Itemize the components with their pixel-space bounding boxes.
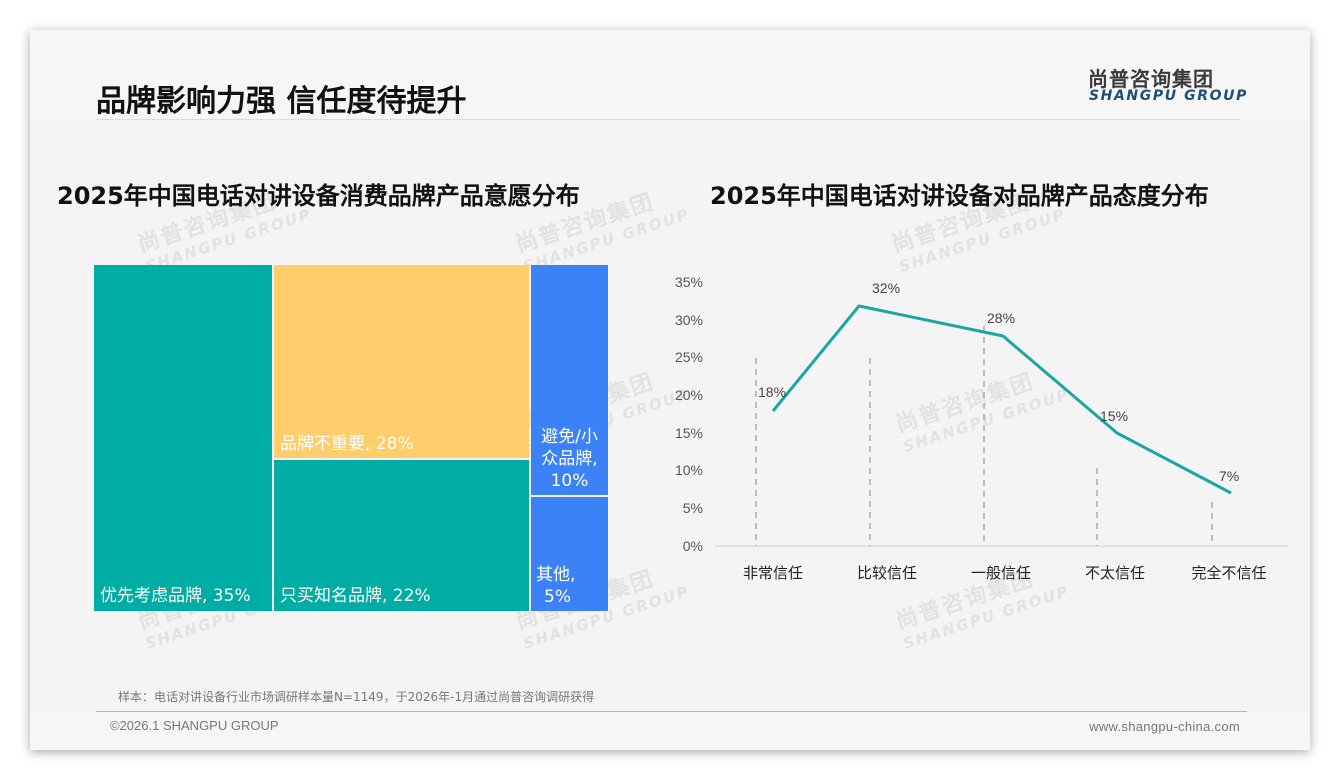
y-axis: 35% 30% 25% 20% 15% 10% 5% 0%	[675, 274, 703, 554]
tile-famous-only: 只买知名品牌, 22%	[274, 460, 529, 611]
svg-text:32%: 32%	[872, 280, 900, 296]
tile-brand-unimportant: 品牌不重要, 28%	[274, 265, 529, 458]
treemap-chart: 优先考虑品牌, 35% 品牌不重要, 28% 只买知名品牌, 22% 避免/小 …	[94, 265, 608, 611]
tile-label: 品牌不重要, 28%	[280, 434, 414, 454]
footer-divider	[96, 711, 1247, 712]
header-band	[30, 30, 1310, 120]
page-title: 品牌影响力强 信任度待提升	[96, 84, 467, 119]
footer-band	[30, 712, 1310, 750]
svg-text:不太信任: 不太信任	[1085, 565, 1145, 582]
svg-text:15%: 15%	[1100, 408, 1128, 424]
svg-text:完全不信任: 完全不信任	[1191, 564, 1266, 582]
website-link[interactable]: www.shangpu-china.com	[1089, 719, 1240, 734]
tile-label: 只买知名品牌, 22%	[280, 586, 431, 606]
title-divider	[96, 119, 1240, 120]
treemap-title: 2025年中国电话对讲设备消费品牌产品意愿分布	[57, 182, 580, 210]
tile-avoid-niche: 避免/小 众品牌, 10%	[531, 265, 608, 495]
tile-label: 避免/小 众品牌, 10%	[541, 427, 598, 491]
logo-chinese: 尚普咨询集团	[1088, 67, 1214, 91]
logo-english: SHANGPU GROUP	[1089, 88, 1248, 104]
tile-other: 其他, 5%	[531, 497, 608, 611]
svg-text:比较信任: 比较信任	[857, 564, 917, 582]
svg-text:20%: 20%	[675, 387, 703, 403]
line-chart-title: 2025年中国电话对讲设备对品牌产品态度分布	[710, 182, 1209, 210]
svg-text:5%: 5%	[683, 500, 703, 516]
copyright: ©2026.1 SHANGPU GROUP	[110, 718, 279, 733]
svg-text:35%: 35%	[675, 274, 703, 290]
svg-text:非常信任: 非常信任	[743, 565, 803, 582]
svg-text:0%: 0%	[683, 538, 703, 554]
x-axis-categories: 非常信任 比较信任 一般信任 不太信任 完全不信任	[743, 564, 1267, 582]
tile-label: 其他, 5%	[536, 565, 576, 607]
line-chart: 35% 30% 25% 20% 15% 10% 5% 0%	[660, 270, 1300, 590]
tile-label: 优先考虑品牌, 35%	[100, 586, 251, 606]
data-labels: 18% 32% 28% 15% 7%	[758, 280, 1239, 484]
svg-text:18%: 18%	[758, 384, 786, 400]
slide: 品牌影响力强 信任度待提升 尚普咨询集团 SHANGPU GROUP 尚普咨询集…	[30, 30, 1310, 750]
svg-text:一般信任: 一般信任	[971, 565, 1031, 582]
svg-text:7%: 7%	[1219, 468, 1239, 484]
svg-text:30%: 30%	[675, 312, 703, 328]
sample-note: 样本：电话对讲设备行业市场调研样本量N=1149，于2026年-1月通过尚普咨询…	[118, 690, 595, 704]
trust-line-series	[771, 304, 1232, 495]
drop-lines	[755, 326, 1213, 546]
svg-text:15%: 15%	[675, 425, 703, 441]
svg-text:28%: 28%	[987, 310, 1015, 326]
tile-prefer-brand: 优先考虑品牌, 35%	[94, 265, 272, 611]
svg-text:10%: 10%	[675, 462, 703, 478]
svg-text:25%: 25%	[675, 349, 703, 365]
